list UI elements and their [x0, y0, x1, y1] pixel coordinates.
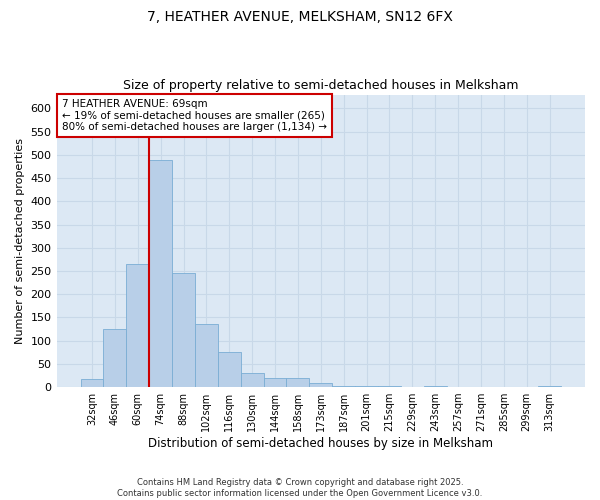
Title: Size of property relative to semi-detached houses in Melksham: Size of property relative to semi-detach…: [123, 79, 518, 92]
Bar: [286, 378, 310, 387]
Y-axis label: Number of semi-detached properties: Number of semi-detached properties: [15, 138, 25, 344]
Text: 7 HEATHER AVENUE: 69sqm
← 19% of semi-detached houses are smaller (265)
80% of s: 7 HEATHER AVENUE: 69sqm ← 19% of semi-de…: [62, 99, 327, 132]
Bar: [332, 386, 355, 387]
Text: 7, HEATHER AVENUE, MELKSHAM, SN12 6FX: 7, HEATHER AVENUE, MELKSHAM, SN12 6FX: [147, 10, 453, 24]
Bar: [538, 386, 561, 387]
Bar: [127, 264, 149, 387]
Bar: [424, 386, 446, 387]
Bar: [310, 384, 332, 387]
X-axis label: Distribution of semi-detached houses by size in Melksham: Distribution of semi-detached houses by …: [148, 437, 493, 450]
Bar: [195, 324, 218, 387]
Bar: [80, 378, 103, 387]
Text: Contains HM Land Registry data © Crown copyright and database right 2025.
Contai: Contains HM Land Registry data © Crown c…: [118, 478, 482, 498]
Bar: [241, 373, 263, 387]
Bar: [103, 329, 127, 387]
Bar: [172, 274, 195, 387]
Bar: [378, 386, 401, 387]
Bar: [149, 160, 172, 387]
Bar: [218, 352, 241, 387]
Bar: [355, 386, 378, 387]
Bar: [263, 378, 286, 387]
